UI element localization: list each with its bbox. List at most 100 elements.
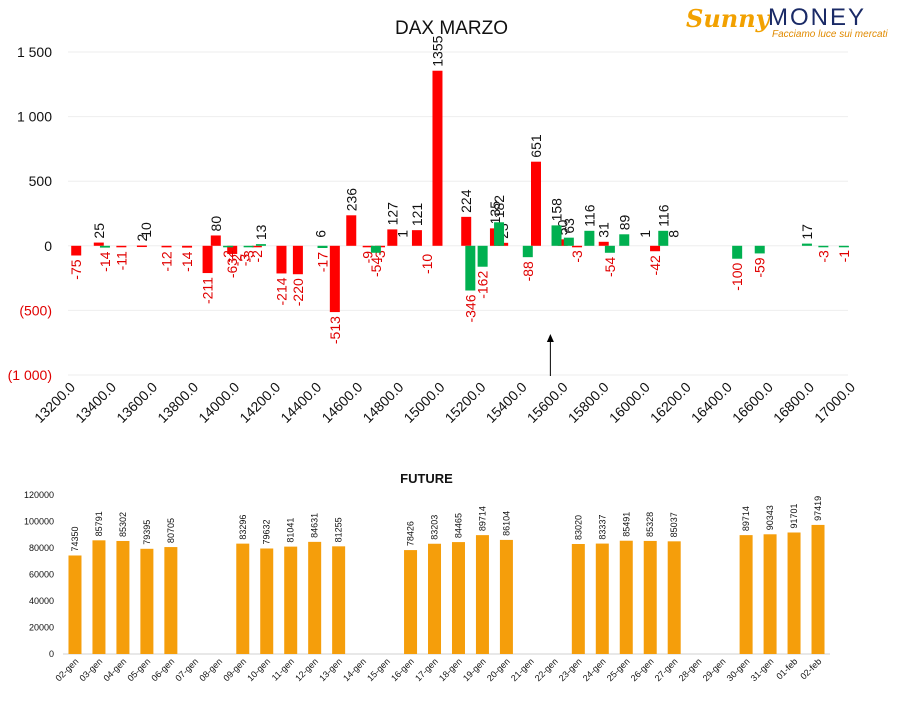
data-label: 158 [549,198,565,222]
data-label: 1 [395,230,411,238]
data-label: -211 [200,277,216,304]
data-label: -3 [237,254,253,267]
data-label: 74350 [70,526,80,551]
y-tick-label: (500) [19,302,52,318]
sunny-money-logo: Sunny MONEY Facciamo luce sui mercati [686,4,890,40]
data-label: -59 [752,257,768,277]
bar [140,548,154,654]
bar [116,540,130,654]
x-tick-label: 05-gen [125,656,152,683]
x-tick-label: 13-gen [317,656,344,683]
data-label: 89714 [741,506,751,531]
bar [732,245,743,259]
data-label: 651 [528,134,544,158]
data-label: 79632 [262,519,272,544]
data-label: 97419 [813,496,823,521]
bar [223,245,234,248]
data-label: 31 [596,222,612,238]
data-label: 135 [487,201,503,225]
bar [227,245,238,254]
y-tick-label: 0 [49,649,54,659]
x-tick-label: 21-gen [509,656,536,683]
data-label: -54 [602,257,618,277]
data-label: 121 [409,203,425,227]
data-label: 10 [138,222,154,238]
bar [243,245,254,248]
x-tick-label: 27-gen [653,656,680,683]
bar [643,540,657,654]
bar [236,543,250,654]
x-tick-label: 29-gen [701,656,728,683]
data-label: 83337 [597,515,607,540]
bar [563,237,574,246]
x-tick-label: 07-gen [173,656,200,683]
bar [475,535,489,654]
data-label: 89714 [477,506,487,531]
bar [658,230,669,246]
data-label: 81041 [286,518,296,543]
data-label: 81255 [334,517,344,542]
bar [531,161,541,246]
data-label: -17 [315,252,331,272]
logo-brand-money: MONEY [768,4,867,31]
data-label: -12 [159,251,175,271]
y-tick-label: 120000 [24,490,54,500]
data-label: 224 [458,189,474,213]
bar [260,548,274,654]
bar [754,245,765,254]
data-label: -220 [290,278,306,306]
x-tick-label: 06-gen [149,656,176,683]
data-label: 83020 [573,515,583,540]
data-label: -513 [327,316,343,344]
data-label: -3 [569,250,585,263]
data-label: 78426 [406,521,416,546]
bar [99,245,110,248]
data-label: 83203 [430,515,440,540]
bar [255,244,266,246]
data-label: -162 [475,271,491,299]
bar [346,215,357,246]
x-tick-label: 17-gen [413,656,440,683]
bar [551,225,562,246]
data-label: 2 [134,234,150,242]
data-label: 1 [637,230,653,238]
bar [387,229,398,246]
data-label: 84631 [310,513,320,538]
data-label: -2 [228,254,244,267]
data-label: 84465 [453,513,463,538]
bar [71,245,82,256]
x-tick-label: 19-gen [461,656,488,683]
data-label: -3 [241,250,257,263]
x-tick-label: 02-gen [54,656,81,683]
bar [818,245,829,248]
data-label: 90343 [765,505,775,530]
bar [370,245,381,253]
bar [164,547,178,654]
data-label: -2 [220,250,236,263]
bar [116,245,127,248]
y-tick-label: 1 000 [17,109,52,125]
y-tick-label: 1 500 [17,44,52,60]
bar [584,230,595,246]
bar [317,245,328,248]
data-label: 80 [208,216,224,232]
bar [811,524,825,654]
data-label: 85328 [645,512,655,537]
data-label: 85302 [118,512,128,537]
bar [739,535,753,654]
x-tick-label: 12-gen [293,656,320,683]
data-label: 86104 [501,511,511,536]
y-tick-label: 80000 [29,543,54,553]
bar [432,70,443,246]
bar [598,241,609,246]
logo-tagline: Facciamo luce sui mercati [772,29,888,40]
y-tick-label: 100000 [24,517,54,527]
data-label: 25 [91,223,107,239]
data-label: -14 [179,251,195,271]
bar [404,550,418,654]
bar [477,245,488,267]
bar [251,245,262,248]
bar [362,245,373,248]
